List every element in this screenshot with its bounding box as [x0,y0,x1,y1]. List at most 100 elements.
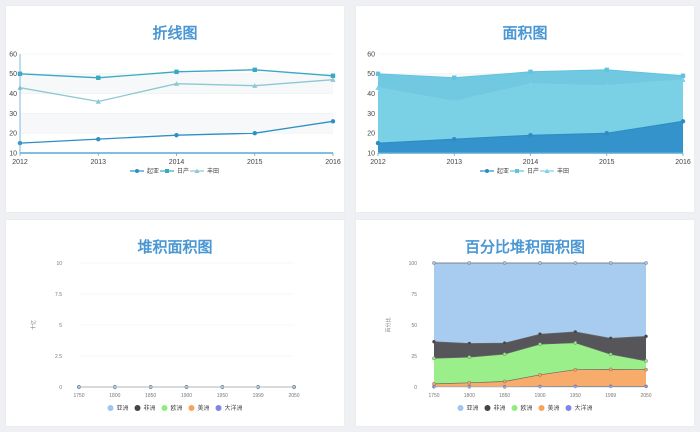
area-fill-非洲 [434,331,646,361]
legend-marker [194,168,200,173]
legend-item: 大洋洲 [565,404,593,412]
y-axis-title: 十亿 [30,320,37,330]
y-tick-label: 2.5 [55,354,62,360]
data-point [644,261,648,265]
chart-title: 百分比堆积面积图 [465,238,585,256]
chart-title: 面积图 [502,24,547,42]
data-point [604,67,609,73]
y-axis-title: 百分比 [385,317,392,332]
chart-title: 堆积面积图 [137,238,212,256]
data-point [452,136,457,142]
data-point [502,352,507,356]
data-point [528,132,533,138]
legend-item: 欧洲 [161,404,183,412]
data-point [527,81,534,86]
area-chart: 面积图 10 20 30 40 50 60 2012 2013 2014 2015 2016 起亚 日产 丰… [367,24,691,175]
y-tick-label: 20 [9,131,17,138]
data-point [174,132,179,138]
data-point [96,75,101,80]
x-tick-label: 1750 [73,393,84,399]
data-point [95,98,101,104]
data-point [538,332,542,336]
area-fill-欧洲 [434,342,646,384]
legend-item: 起亚 [480,167,509,175]
legend-label: 非洲 [144,404,156,412]
data-point [608,352,613,357]
y-tick-label: 5 [59,323,62,329]
data-point [680,119,686,124]
y-tick-label: 40 [9,91,17,98]
x-tick-label: 2050 [640,393,651,399]
legend-label: 日产 [177,167,189,175]
data-point [432,382,436,386]
area-fill-亚洲 [434,263,646,344]
legend-label: 欧洲 [171,404,183,412]
legend-dot [538,405,545,411]
data-point [538,261,542,265]
x-tick-label: 2015 [247,159,263,166]
legend-marker [544,168,550,173]
data-point [604,83,610,88]
x-tick-label: 1950 [570,393,581,399]
legend-item: 亚洲 [457,405,479,412]
stacked-area-chart-card: 堆积面积图 0 2.5 5 7.5 10 十亿 1750 1800 1850 1900 1950 199… [6,220,344,426]
data-point [538,342,542,346]
data-point [330,77,336,82]
legend-label: 起亚 [147,167,159,175]
x-tick-label: 1900 [534,393,545,399]
data-point [573,367,578,372]
legend-marker [515,169,519,173]
x-tick-label: 2013 [446,159,462,166]
y-tick-label: 0 [59,385,62,391]
legend-item: 起亚 [130,167,159,175]
percent-stacked-area-chart-card: 百分比堆积面积图 0 25 50 75 100 百分比 1750 1800 1850 1900 195… [356,220,694,426]
x-tick-label: 2012 [370,159,386,166]
data-point [432,261,436,265]
data-point [573,330,578,334]
x-tick-label: 2014 [523,159,539,166]
data-point [680,77,686,82]
x-tick-label: 2015 [599,159,615,166]
x-tick-label: 1999 [253,393,264,399]
line-chart: 折线图 10 20 30 40 50 60 2012 2013 2014 2015 2016 起亚 日产 丰… [9,24,341,175]
data-point [467,261,472,265]
line-chart-card: 折线图 10 20 30 40 50 60 2012 2013 2014 2015 2016 起亚 日产 丰… [6,6,344,212]
data-point [174,69,179,75]
x-tick-label: 2014 [169,159,185,166]
legend-dot [161,405,168,411]
x-tick-label: 2016 [325,159,341,166]
data-point [608,384,613,389]
legend-label: 亚洲 [117,405,129,412]
data-point [608,336,613,341]
data-point [467,381,472,385]
legend-label: 美洲 [198,404,210,412]
y-tick-label: 7.5 [55,292,62,298]
data-point [573,340,578,345]
legend-label: 大洋洲 [225,404,243,412]
legend-dot [107,405,114,411]
legend-item: 欧洲 [511,404,533,412]
data-point [604,131,609,136]
y-tick-label: 0 [414,385,417,391]
legend-item: 非洲 [484,404,506,412]
legend-item: 丰田 [540,167,569,175]
data-point [375,71,381,76]
chart-title: 折线图 [152,24,197,42]
legend-label: 非洲 [494,404,506,412]
x-tick-label: 1800 [109,393,120,399]
stacked-area-chart: 堆积面积图 0 2.5 5 7.5 10 十亿 1750 1800 1850 1900 1950 199… [30,238,300,412]
x-tick-label: 2012 [12,159,28,166]
data-point [451,98,457,104]
data-point [96,136,101,142]
legend-dot [565,405,572,411]
y-tick-label: 50 [367,71,375,78]
data-point [608,261,613,265]
legend-item: 大洋洲 [215,404,243,412]
legend-label: 起亚 [497,167,509,175]
x-tick-label: 1900 [181,393,192,399]
legend-item: 美洲 [188,404,210,412]
data-point [644,334,648,339]
legend-dot [188,405,195,411]
data-point [252,83,258,88]
legend-item: 非洲 [134,404,156,412]
